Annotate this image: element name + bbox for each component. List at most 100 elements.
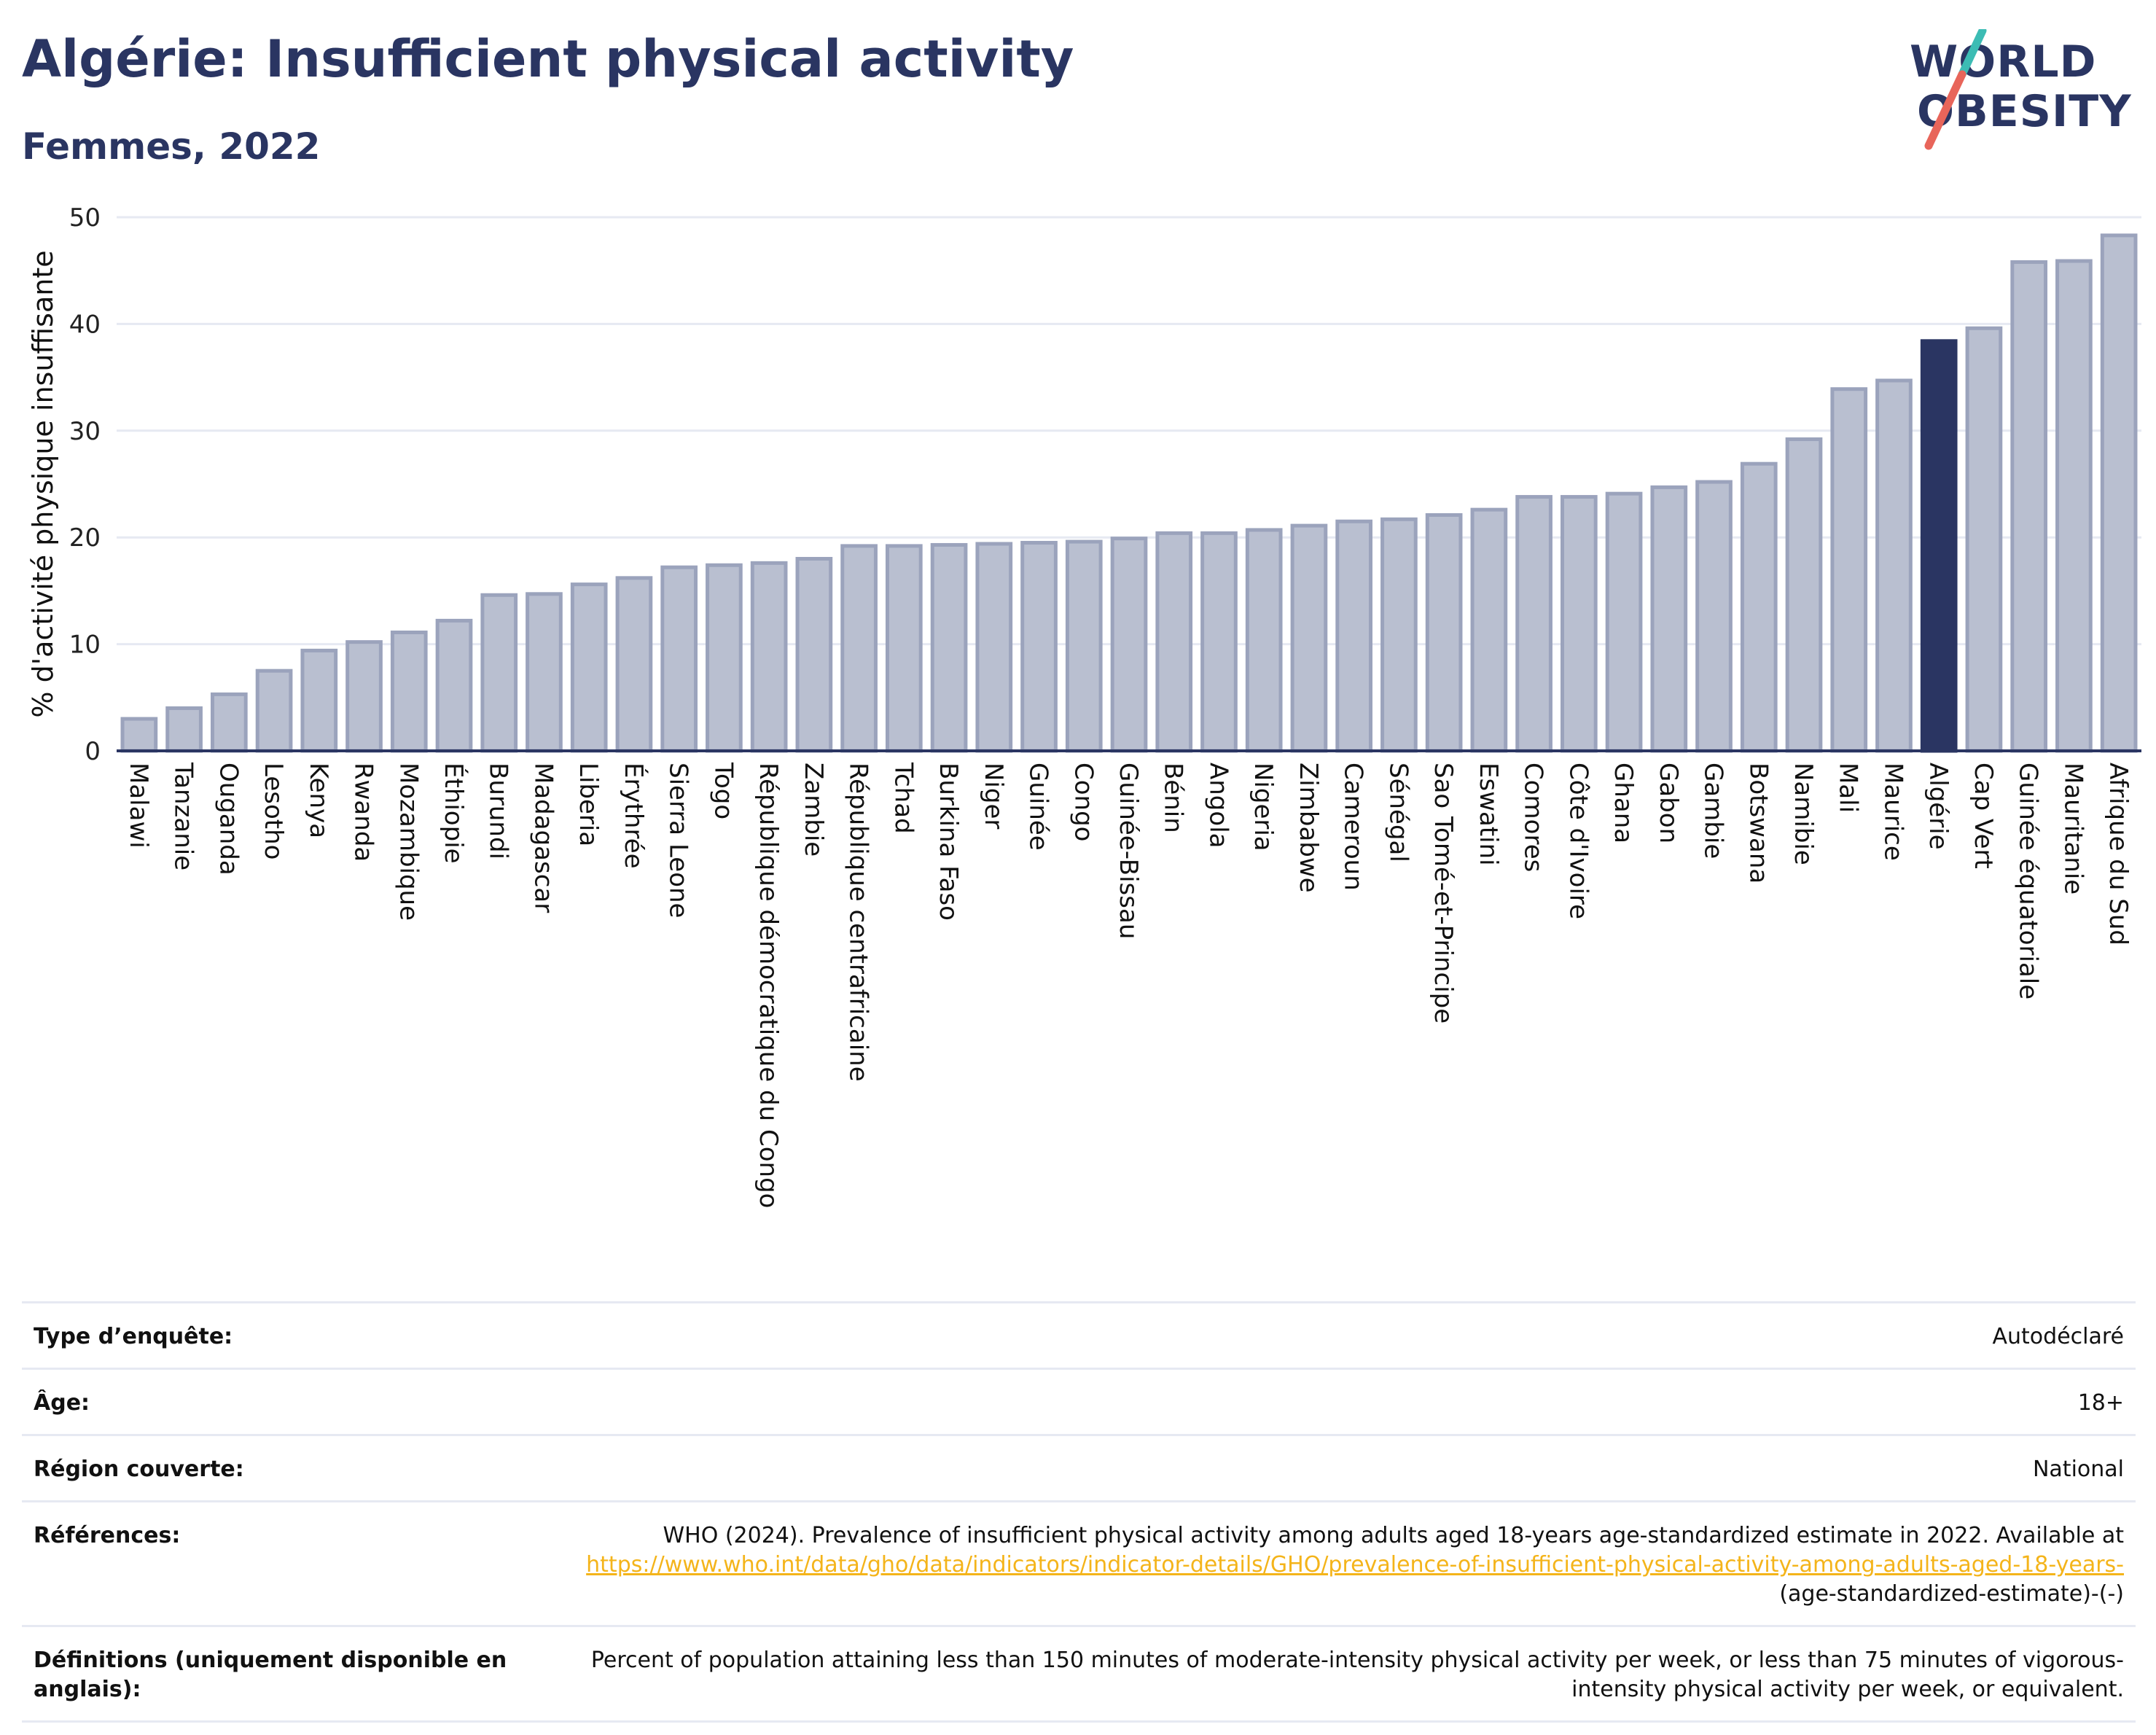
x-tick-label: Guinée équatoriale	[2014, 763, 2043, 999]
x-tick-label: Sao Tomé-et-Principe	[1429, 763, 1458, 1024]
x-tick-label: Éthiopie	[439, 763, 469, 864]
logo-slash-icon	[1924, 29, 1987, 150]
page-subtitle: Femmes, 2022	[22, 125, 321, 168]
bar	[1065, 539, 1103, 753]
bar	[120, 717, 158, 753]
bar	[1515, 495, 1552, 753]
x-tick-label: Sierra Leone	[664, 763, 693, 918]
x-tick-label: Botswana	[1743, 763, 1773, 884]
bar	[255, 668, 293, 753]
y-axis-title: % d'activité physique insuffisante	[27, 250, 59, 717]
x-tick-label: Mali	[1834, 763, 1863, 813]
x-tick-label: Zambie	[799, 763, 828, 857]
x-tick-label: Rwanda	[349, 763, 378, 862]
bar	[1605, 491, 1643, 753]
bar	[165, 706, 203, 753]
x-tick-label: Togo	[708, 762, 738, 819]
x-tick-label: Niger	[979, 763, 1008, 829]
bar	[1425, 512, 1463, 753]
x-tick-label: Eswatini	[1474, 763, 1503, 866]
bar	[1110, 537, 1148, 753]
bar	[1560, 495, 1598, 753]
logo-text-world: WORLD	[1910, 36, 2097, 87]
bar	[1830, 387, 1868, 753]
x-tick-label: Côte d'Ivoire	[1563, 763, 1593, 919]
bar-chart: 0 10 20 30 40 50 % d'activité physique insuffi…	[27, 203, 2141, 1208]
bar	[1470, 507, 1508, 753]
x-tick-label: Guinée	[1024, 763, 1053, 851]
bar	[390, 630, 428, 753]
bar	[2055, 259, 2093, 753]
bar	[750, 561, 788, 753]
bar	[526, 592, 563, 753]
x-tick-label: Madagascar	[528, 763, 558, 913]
definitions-label: Définitions (uniquement disponible en an…	[22, 1625, 526, 1723]
bar	[210, 692, 248, 753]
bar	[480, 593, 518, 753]
info-row-definitions: Définitions (uniquement disponible en an…	[22, 1625, 2136, 1723]
x-tick-label: Congo	[1069, 763, 1098, 841]
bar	[1695, 480, 1733, 753]
x-tick-label: Lesotho	[259, 763, 288, 859]
y-tick-label: 20	[69, 523, 101, 553]
x-tick-label: Namibie	[1789, 763, 1818, 865]
x-tick-label: Mauritanie	[2058, 763, 2087, 894]
bar	[615, 576, 653, 753]
y-tick-label: 50	[69, 203, 101, 233]
bar	[345, 640, 383, 753]
x-tick-label: Liberia	[574, 763, 603, 846]
info-row-references: Références: WHO (2024). Prevalence of in…	[22, 1500, 2136, 1627]
x-tick-label: Algérie	[1923, 763, 1953, 850]
bar	[1650, 485, 1688, 753]
x-tick-label: Burkina Faso	[934, 763, 963, 921]
x-tick-label: Kenya	[304, 763, 333, 838]
x-tick-label: Ouganda	[214, 763, 243, 876]
survey-type-value: Autodéclaré	[526, 1301, 2136, 1370]
x-tick-label: Érythrée	[619, 763, 649, 869]
bar	[795, 556, 833, 753]
page-title: Algérie: Insufficient physical activity	[22, 29, 1074, 89]
references-link[interactable]: https://www.who.int/data/gho/data/indica…	[586, 1552, 2124, 1578]
bar	[1785, 437, 1823, 753]
x-tick-label: Gambie	[1699, 763, 1728, 859]
bar	[885, 544, 923, 753]
bar	[1335, 519, 1373, 753]
x-tick-label: Tchad	[888, 762, 918, 834]
info-row-survey-type: Type d’enquête: Autodéclaré	[22, 1301, 2136, 1370]
bar	[1875, 378, 1913, 753]
x-tick-label: Angola	[1203, 763, 1233, 848]
references-value: WHO (2024). Prevalence of insufficient p…	[526, 1500, 2136, 1627]
x-tick-label: Tanzanie	[169, 762, 198, 870]
definitions-value: Percent of population attaining less tha…	[526, 1625, 2136, 1723]
y-tick-label: 40	[69, 310, 101, 339]
references-text: WHO (2024). Prevalence of insufficient p…	[663, 1523, 2124, 1548]
info-row-age: Âge: 18+	[22, 1368, 2136, 1436]
survey-type-label: Type d’enquête:	[22, 1301, 526, 1370]
x-tick-label: République centrafricaine	[844, 763, 873, 1082]
bar	[660, 565, 698, 753]
bar	[1200, 531, 1238, 753]
bar	[1245, 528, 1283, 753]
bar	[1920, 339, 1958, 753]
bar	[1740, 461, 1778, 753]
bar	[2100, 233, 2138, 753]
x-tick-label: Cap Vert	[1969, 763, 1998, 869]
age-label: Âge:	[22, 1368, 526, 1436]
references-label: Références:	[22, 1500, 526, 1627]
y-tick-label: 0	[85, 737, 101, 766]
age-value: 18+	[526, 1368, 2136, 1436]
x-tick-label: Afrique du Sud	[2104, 763, 2133, 946]
x-tick-label: Malawi	[124, 763, 153, 849]
bar	[975, 542, 1013, 753]
bar	[435, 618, 473, 753]
world-obesity-logo: WORLD OBESITY	[1895, 29, 2136, 153]
region-value: National	[526, 1434, 2136, 1502]
info-row-region: Région couverte: National	[22, 1434, 2136, 1502]
x-tick-label: Zimbabwe	[1294, 763, 1323, 893]
x-tick-label: Cameroun	[1339, 763, 1368, 891]
bar	[1290, 523, 1328, 753]
info-table: Type d’enquête: Autodéclaré Âge: 18+ Rég…	[22, 1301, 2136, 1723]
bar	[1965, 326, 2003, 753]
bar	[1155, 531, 1193, 753]
region-label: Région couverte:	[22, 1434, 526, 1502]
